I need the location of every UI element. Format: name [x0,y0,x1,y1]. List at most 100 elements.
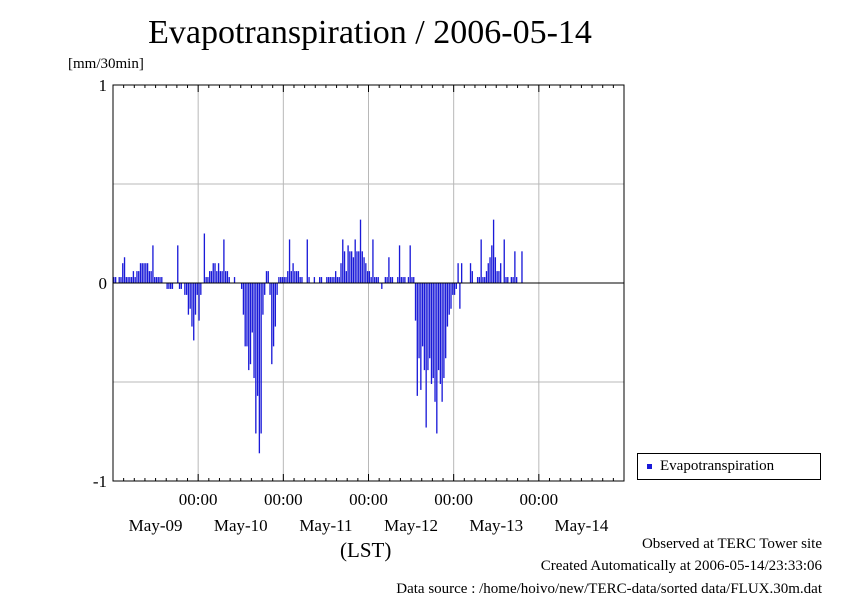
bar [210,271,213,283]
bar [290,271,292,283]
bar [262,283,264,315]
date-label: May-14 [555,516,609,535]
bar [505,277,507,283]
bar [377,277,379,283]
bar [225,271,227,283]
bar [365,263,367,283]
bar [299,277,301,283]
axis-ticks [112,84,625,482]
x-tick-label: 00:00 [519,490,558,509]
bar [370,277,372,283]
bar [487,263,489,283]
bar [398,245,401,283]
bar [503,239,505,283]
bar [320,277,323,283]
bar [496,271,498,283]
bar [390,277,392,283]
bar [409,245,411,283]
bar [191,283,193,327]
bar [326,277,328,283]
bar [313,277,316,283]
bar [416,283,418,396]
bar [123,257,126,283]
bar [414,283,417,321]
bar [335,271,337,283]
bar [391,277,394,283]
bar [264,283,266,295]
bar [445,283,447,359]
bar [297,271,300,283]
x-tick-label: 00:00 [179,490,218,509]
bar [129,277,131,283]
x-tick-label: 00:00 [434,490,473,509]
bar [267,271,269,283]
bar [170,283,172,289]
bar [356,251,358,283]
bar [510,277,512,283]
date-label: May-12 [384,516,438,535]
bar [249,283,252,365]
bar [437,283,440,371]
bar [203,233,206,283]
date-label: May-09 [129,516,183,535]
bar [514,251,516,283]
bar [434,283,436,402]
bar [425,283,427,428]
bar [281,277,284,283]
bar [145,263,147,283]
bar [347,245,349,283]
bar [500,263,502,283]
bar [148,271,151,283]
bar [427,283,429,371]
bar [457,263,459,283]
bar [113,277,115,283]
bar [226,271,229,283]
bar [168,283,170,289]
bar [476,277,479,283]
bar [269,283,271,295]
bar [375,277,378,283]
bar [306,239,308,283]
bar [143,263,145,283]
bar [189,283,191,309]
bar [448,283,450,315]
bar [134,277,136,283]
date-label: May-13 [469,516,523,535]
legend-swatch [647,464,652,469]
bar [480,239,482,283]
bar [138,271,140,283]
bar [212,263,214,283]
bar [485,271,488,283]
bar [136,271,138,283]
bar [340,263,342,283]
bar [187,283,190,315]
date-label: May-10 [214,516,268,535]
bar [118,277,120,283]
bar [255,283,257,434]
footer-site: Observed at TERC Tower site [641,536,822,552]
bar [436,283,438,434]
bar [491,245,493,283]
bar [233,277,236,283]
bar [207,277,209,283]
bar [209,271,211,283]
bar [404,277,406,283]
bar [374,277,376,283]
bar [361,251,363,283]
bar [354,239,356,283]
bar [418,283,420,359]
bar [386,277,388,283]
bar [388,257,390,283]
bar [193,283,195,341]
bar [319,277,321,283]
bar [498,271,500,283]
bar-series [113,219,523,454]
bar [274,283,277,327]
bar [155,277,158,283]
bar [482,277,484,283]
bar [166,283,168,289]
bar [217,263,220,283]
bar [228,277,230,283]
x-axis-label: (LST) [340,538,392,562]
bar [515,277,518,283]
